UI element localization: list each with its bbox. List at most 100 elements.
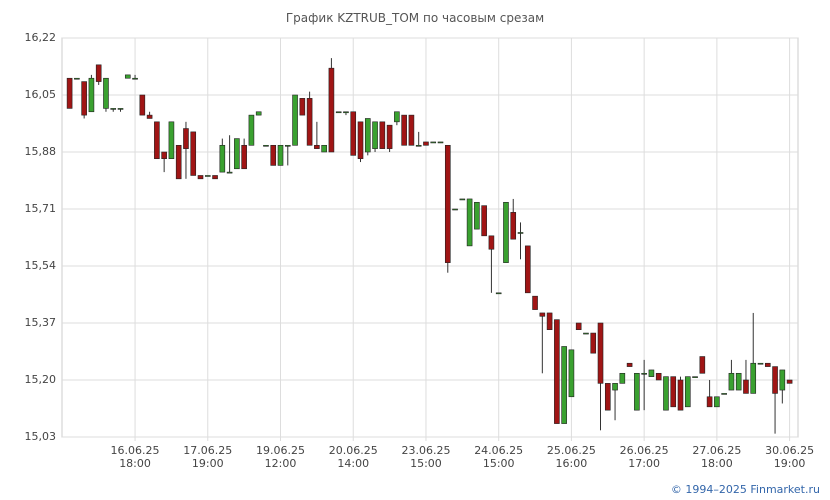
candle-body — [88, 77, 95, 113]
candle-body — [619, 372, 626, 384]
candle-body — [757, 362, 764, 365]
candle-body — [175, 144, 182, 180]
candle-body — [706, 396, 713, 408]
candle-body — [197, 175, 204, 180]
candle-body — [154, 121, 160, 160]
candle-body — [394, 111, 400, 123]
candle-body — [284, 144, 291, 147]
candle-body — [539, 312, 546, 317]
candle-body — [183, 128, 189, 149]
candle-body — [488, 235, 495, 250]
candle-body — [226, 171, 233, 174]
candle-body — [728, 372, 735, 391]
candle-body — [190, 131, 197, 176]
x-tick-label: 19.06.25 12:00 — [256, 444, 305, 470]
candle-body — [786, 379, 793, 384]
candle-body — [466, 198, 473, 247]
candle-body — [212, 175, 218, 180]
candle-body — [386, 124, 393, 149]
candle-body — [314, 144, 320, 149]
candle-body — [779, 369, 786, 391]
candle-body — [568, 349, 575, 398]
candle-body — [74, 77, 80, 80]
candle-body — [677, 379, 684, 411]
candle-body — [234, 138, 240, 170]
candle-body — [641, 372, 647, 375]
source: © 1994–2025 Finmarket.ru — [670, 483, 820, 496]
candle-body — [372, 121, 378, 149]
y-tick-label: 16,05 — [25, 88, 57, 101]
candle-body — [350, 111, 357, 156]
candle-body — [714, 396, 720, 408]
candle-body — [590, 332, 597, 354]
candle-body — [219, 144, 226, 173]
candle-body — [364, 118, 371, 153]
candle-body — [743, 379, 749, 394]
candle-body — [328, 67, 335, 153]
candle-body — [721, 393, 727, 395]
candle-body — [474, 201, 480, 230]
candle-body — [270, 144, 277, 166]
candle-body — [495, 292, 502, 295]
candle-body — [503, 201, 509, 263]
candle-body — [437, 141, 444, 144]
y-tick-label: 15,20 — [25, 373, 57, 386]
candle-body — [626, 362, 633, 367]
candle-body — [110, 108, 117, 110]
candle-body — [408, 114, 415, 146]
candle-body — [692, 376, 698, 378]
candle-body — [401, 114, 407, 146]
candle-body — [423, 141, 429, 146]
candle-body — [321, 144, 327, 153]
candle-body — [132, 77, 138, 80]
candle-body — [81, 81, 87, 116]
candle-body — [299, 98, 306, 116]
candle-body — [139, 94, 146, 116]
candle-body — [583, 332, 589, 335]
candle-body — [168, 121, 175, 160]
y-tick-label: 15,88 — [25, 145, 57, 158]
candle-body — [117, 108, 124, 110]
candle-body — [444, 144, 451, 263]
candle-body — [241, 144, 247, 170]
candle-body — [343, 111, 349, 114]
candle-body — [684, 376, 691, 408]
candle-body — [335, 111, 342, 114]
x-tick-label: 16.06.25 18:00 — [110, 444, 160, 470]
candle-body — [95, 64, 102, 82]
candle-body — [517, 232, 524, 234]
candle-body — [255, 111, 262, 116]
candle-body — [634, 372, 640, 411]
candle-body — [750, 362, 757, 394]
candle-body — [510, 212, 517, 240]
y-tick-label: 15,37 — [25, 316, 57, 329]
candle-body — [612, 383, 618, 391]
x-tick-label: 30.06.25 19:00 — [765, 444, 815, 470]
candle-body — [124, 74, 131, 79]
candle-body — [430, 141, 437, 144]
candle-body — [604, 383, 611, 411]
candle-body — [699, 356, 706, 374]
x-tick-label: 20.06.25 14:00 — [328, 444, 378, 470]
candle-body — [663, 376, 669, 411]
candle-body — [554, 319, 560, 424]
candle-body — [379, 121, 386, 149]
candle-body — [415, 144, 422, 147]
candle-body — [161, 151, 167, 160]
candle-body — [575, 322, 582, 331]
candle-body — [524, 245, 531, 294]
candle-body — [103, 77, 109, 109]
x-tick-label: 26.06.25 17:00 — [619, 444, 669, 470]
candle-body — [532, 295, 538, 310]
candle-body — [655, 372, 662, 381]
candle-body — [146, 114, 153, 119]
candle-body — [597, 322, 604, 384]
candle-body — [357, 121, 364, 160]
candle-body — [263, 144, 269, 147]
candle-body — [481, 205, 487, 237]
x-tick-label: 23.06.25 15:00 — [401, 444, 451, 470]
x-tick-label: 17.06.25 19:00 — [183, 444, 233, 470]
candle-body — [735, 372, 742, 391]
